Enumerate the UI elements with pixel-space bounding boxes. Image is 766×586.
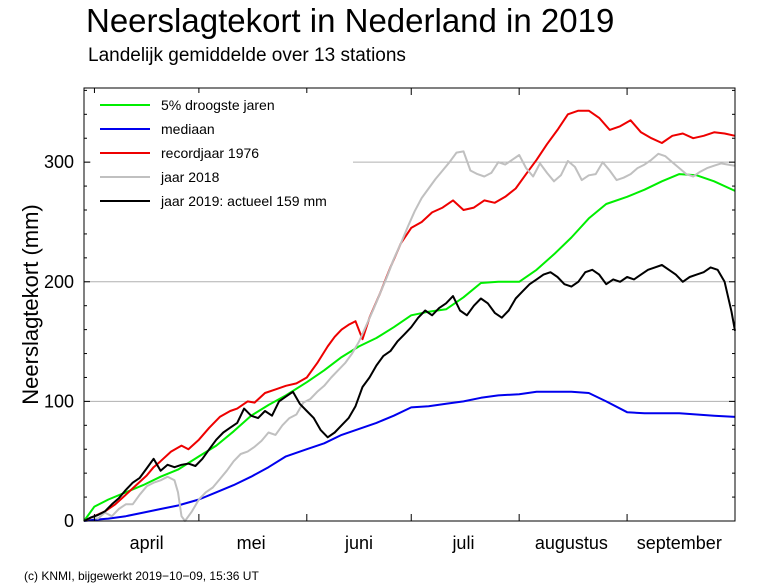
x-tick-label-mei: mei: [237, 533, 266, 553]
y-axis: 0 100 200 300: [44, 89, 735, 531]
x-tick-label-augustus: augustus: [535, 533, 608, 553]
x-axis: april mei juni juli augustus september: [93, 88, 722, 553]
chart-subtitle: Landelijk gemiddelde over 13 stations: [88, 45, 406, 66]
y-axis-label: Neerslagtekort (mm): [18, 204, 43, 404]
legend-label-2: recordjaar 1976: [161, 145, 259, 161]
y-tick-label-300: 300: [44, 152, 74, 172]
legend-label-0: 5% droogste jaren: [161, 97, 275, 113]
series-line-1: [83, 390, 736, 522]
legend: 5% droogste jaren mediaan recordjaar 1976 j…: [91, 93, 353, 216]
series-line-4: [83, 264, 736, 522]
legend-background: [91, 93, 353, 216]
y-tick-label-100: 100: [44, 391, 74, 411]
x-tick-label-september: september: [637, 533, 722, 553]
plot-frame: [83, 87, 736, 522]
series-layer: [83, 109, 736, 522]
legend-label-1: mediaan: [161, 121, 215, 137]
copyright-footer: (c) KNMI, bijgewerkt 2019−10−09, 15:36 U…: [24, 569, 259, 583]
y-tick-label-200: 200: [44, 272, 74, 292]
x-tick-label-april: april: [130, 533, 164, 553]
x-tick-label-juni: juni: [344, 533, 373, 553]
x-tick-label-juli: juli: [451, 533, 474, 553]
legend-label-4: jaar 2019: actueel 159 mm: [160, 193, 327, 209]
legend-label-3: jaar 2018: [160, 169, 220, 185]
series-line-3: [83, 150, 736, 522]
chart-title: Neerslagtekort in Nederland in 2019: [86, 2, 615, 39]
y-tick-label-0: 0: [64, 511, 74, 531]
series-line-0: [83, 173, 736, 522]
